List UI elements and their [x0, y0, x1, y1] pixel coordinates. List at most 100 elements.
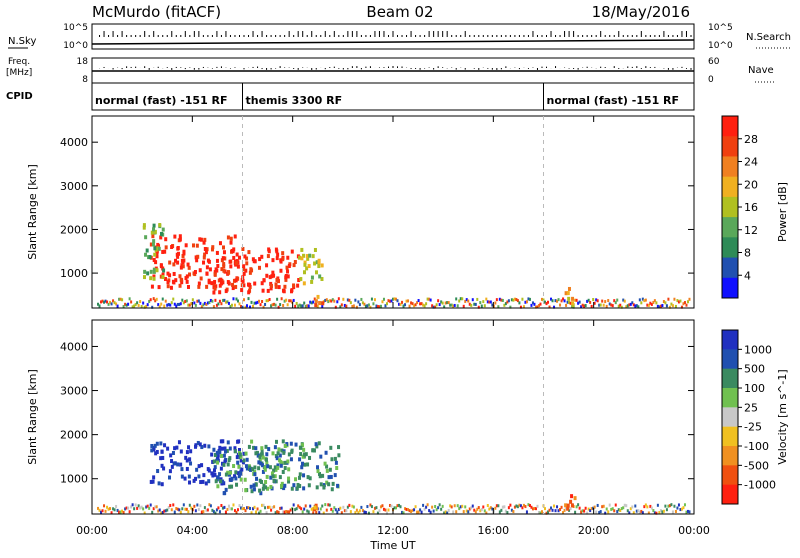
data-cell — [221, 245, 225, 250]
scatter-cell — [217, 506, 220, 510]
nsky-trace — [91, 39, 695, 45]
scatter-cell — [441, 504, 444, 508]
scatter-cell — [401, 300, 404, 304]
data-cell — [221, 439, 225, 444]
scatter-cell — [554, 509, 557, 513]
scatter-cell — [583, 509, 586, 513]
scatter-cell — [268, 298, 271, 302]
scatter-cell — [608, 302, 611, 306]
data-cell — [184, 243, 188, 248]
scatter-cell — [480, 304, 483, 308]
data-cell — [308, 455, 312, 460]
data-cell — [232, 247, 236, 252]
scatter-cell — [235, 297, 238, 301]
data-cell — [218, 290, 222, 295]
data-cell — [271, 474, 275, 479]
scatter-cell — [190, 302, 193, 306]
scatter-cell — [259, 509, 262, 513]
data-cell — [220, 267, 224, 272]
scatter-cell — [127, 302, 130, 306]
scatter-cell — [199, 301, 202, 305]
data-cell — [178, 237, 182, 242]
scatter-cell — [261, 503, 264, 507]
data-cell — [257, 466, 261, 471]
data-cell — [278, 458, 282, 463]
scatter-cell — [113, 301, 116, 305]
scatter-cell — [291, 507, 294, 511]
data-cell — [144, 235, 148, 240]
scatter-cell — [297, 304, 300, 308]
data-cell — [216, 460, 220, 465]
data-cell — [323, 461, 327, 466]
scatter-cell — [277, 510, 280, 514]
scatter-cell — [632, 511, 635, 515]
scatter-cell — [422, 303, 425, 307]
data-cell — [203, 443, 207, 448]
scatter-cell — [449, 504, 452, 508]
data-cell — [269, 475, 273, 480]
scatter-cell — [500, 298, 503, 302]
data-cell — [199, 276, 203, 281]
scatter-cell — [540, 510, 543, 514]
data-cell — [244, 451, 248, 456]
scatter-cell — [507, 506, 510, 510]
colorbar-tick-label: 1000 — [744, 343, 772, 356]
scatter-cell — [315, 511, 318, 515]
scatter-cell — [342, 505, 345, 509]
data-cell — [233, 446, 237, 451]
scatter-cell — [367, 303, 370, 307]
colorbar-tick-label: -500 — [744, 459, 769, 472]
data-cell — [302, 281, 306, 286]
data-cell — [240, 467, 244, 472]
data-cell — [234, 278, 238, 283]
scatter-cell — [101, 299, 104, 303]
scatter-cell — [658, 305, 661, 309]
data-cell — [271, 451, 275, 456]
scatter-cell — [491, 303, 494, 307]
scatter-cell — [401, 510, 404, 514]
scatter-cell — [572, 305, 575, 309]
scatter-cell — [410, 301, 413, 305]
y-tick-label: 3000 — [60, 180, 88, 193]
data-cell — [302, 486, 306, 491]
scatter-cell — [146, 303, 149, 307]
scatter-cell — [537, 510, 540, 514]
scatter-cell — [518, 301, 521, 305]
data-cell — [296, 283, 300, 288]
scatter-cell — [381, 504, 384, 508]
data-cell — [150, 284, 154, 289]
scatter-cell — [100, 510, 103, 514]
scatter-cell — [426, 503, 429, 507]
scatter-cell — [489, 506, 492, 510]
data-cell — [275, 249, 279, 254]
freq-tick-top: 18 — [77, 57, 89, 67]
data-cell — [236, 471, 240, 476]
data-cell — [286, 459, 290, 464]
data-cell — [254, 482, 258, 487]
data-cell — [241, 246, 245, 251]
data-cell — [197, 474, 201, 479]
scatter-cell — [155, 505, 158, 509]
scatter-cell — [664, 504, 667, 508]
data-cell — [322, 484, 326, 489]
data-cell — [316, 469, 320, 474]
scatter-cell — [482, 505, 485, 509]
data-cell — [155, 449, 159, 454]
colorbar-segment — [722, 217, 738, 238]
data-cell — [185, 279, 189, 284]
scatter-cell — [685, 303, 688, 307]
scatter-cell — [265, 299, 268, 303]
x-tick-label: 00:00 — [76, 524, 108, 537]
data-cell — [300, 256, 304, 261]
scatter-cell — [106, 300, 109, 304]
data-cell — [253, 281, 257, 286]
data-cell — [566, 506, 570, 511]
scatter-cell — [104, 509, 107, 513]
data-cell — [273, 445, 277, 450]
scatter-cell — [309, 300, 312, 304]
nave-tick-top: 60 — [708, 57, 720, 67]
scatter-cell — [518, 503, 521, 507]
data-cell — [194, 444, 198, 449]
scatter-cell — [483, 304, 486, 308]
scatter-cell — [593, 301, 596, 305]
